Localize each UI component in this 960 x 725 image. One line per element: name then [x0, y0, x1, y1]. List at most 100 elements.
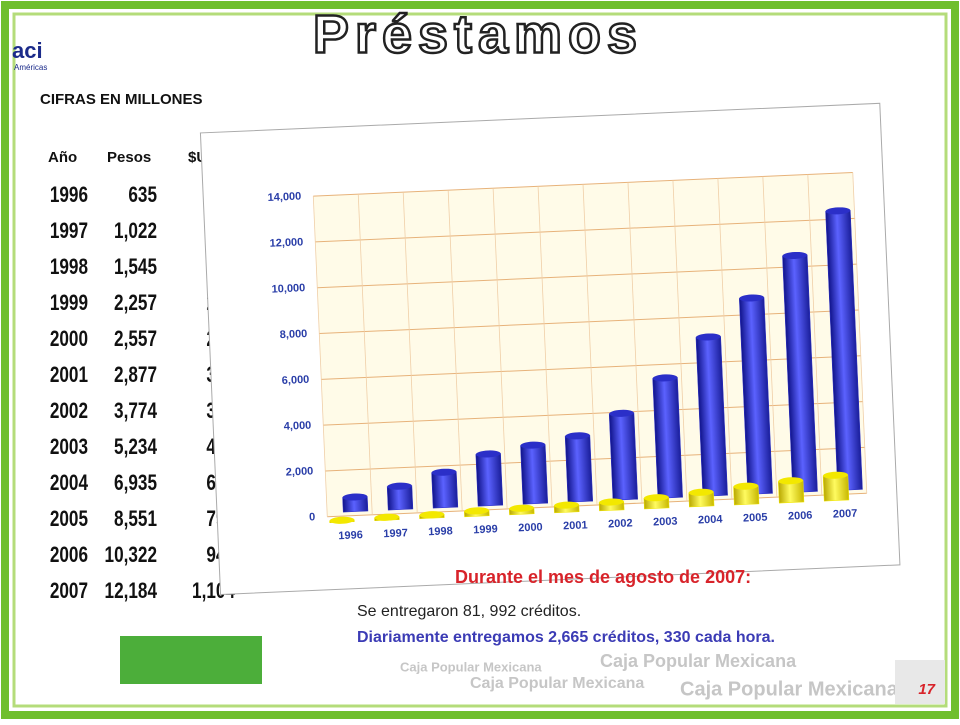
bar-cap [733, 482, 759, 490]
table-caption: CIFRAS EN MILLONES [40, 91, 203, 108]
bar-cap [643, 494, 669, 502]
table-cell: 6,935 [114, 471, 157, 496]
table-cell: 2,557 [114, 327, 157, 352]
chart: 0 2,000 4,000 6,000 8,000 10,000 12,000 14,000 1… [199, 102, 901, 596]
bar-cap [387, 482, 412, 490]
y-tick-label: 12,000 [269, 236, 303, 249]
table-cell: 2004 [50, 471, 88, 496]
notes-line: Diariamente entregamos 2,665 créditos, 3… [357, 629, 775, 646]
logo-sub: Américas [14, 63, 47, 72]
table-cell: 2007 [50, 579, 88, 604]
table-cell: 2000 [50, 327, 88, 352]
bar [520, 444, 549, 505]
bar [608, 412, 638, 501]
bar-cap [739, 294, 765, 302]
table-cell: 8,551 [114, 507, 157, 532]
bar-cap [782, 251, 808, 260]
watermark: Caja Popular Mexicana [400, 659, 542, 674]
grid-line-vertical [537, 186, 553, 507]
grid-line-vertical [447, 190, 463, 511]
bar-cap [688, 488, 714, 496]
x-tick-label: 2005 [743, 512, 768, 525]
bar-cap [599, 498, 624, 506]
bar-cap [419, 511, 445, 519]
grid-line-vertical [627, 182, 643, 504]
bar-cap [554, 501, 579, 509]
table-cell: 1,022 [114, 219, 157, 244]
x-tick-label: 1998 [428, 525, 453, 538]
table-cell: 1,545 [114, 255, 157, 280]
watermark: Caja Popular Mexicana [470, 675, 644, 692]
grid-line-vertical [582, 184, 598, 506]
table-cell: 635 [128, 183, 157, 208]
bar [564, 435, 593, 503]
bar [652, 377, 683, 499]
grid-line-vertical [492, 188, 508, 509]
table-cell: 5,234 [114, 435, 157, 460]
notes-line: Se entregaron 81, 992 créditos. [357, 603, 581, 620]
page-number: 17 [918, 681, 935, 698]
table-cell: 10,322 [105, 543, 157, 568]
x-tick-label: 2003 [653, 515, 678, 528]
y-tick-label: 2,000 [286, 465, 314, 478]
x-tick-label: 2000 [518, 521, 543, 534]
bar [475, 453, 504, 507]
page-badge [895, 660, 945, 704]
bar-cap [609, 409, 634, 417]
y-tick-label: 6,000 [282, 374, 310, 387]
watermark: Caja Popular Mexicana [600, 651, 797, 671]
grid-line-vertical [762, 176, 778, 498]
notes-heading: Durante el mes de agosto de 2007: [455, 567, 751, 587]
grid-line-vertical [357, 194, 373, 515]
bar-cap [565, 432, 590, 440]
bar-cap [431, 468, 457, 476]
x-tick-label: 2004 [698, 513, 724, 526]
grid-line-vertical [672, 180, 688, 502]
slide-title: Préstamos [313, 4, 643, 64]
table-cell: 2005 [50, 507, 88, 532]
bar-cap [652, 374, 678, 382]
grid-line-vertical [402, 192, 418, 513]
bar-cap [509, 504, 534, 512]
grid-line-vertical [312, 196, 328, 517]
x-tick-label: 2002 [608, 517, 633, 530]
x-tick-label: 1996 [338, 529, 363, 542]
x-tick-label: 2006 [788, 510, 813, 523]
x-tick-label: 2001 [563, 519, 588, 532]
table-cell: 1998 [50, 255, 88, 280]
grid-line-vertical [807, 174, 823, 496]
y-tick-label: 8,000 [280, 328, 308, 341]
grid-line-vertical [717, 178, 733, 500]
logo-name: aci [12, 38, 43, 63]
table-cell: 2,257 [114, 291, 157, 316]
y-tick-label: 4,000 [284, 420, 312, 433]
bar-cap [695, 333, 721, 341]
bar-cap [778, 477, 804, 485]
y-tick-label: 10,000 [271, 282, 305, 295]
table-header: Pesos [107, 149, 151, 166]
frame-inner [12, 12, 948, 708]
bar-cap [825, 207, 851, 215]
bar-cap [520, 441, 546, 449]
table-header: Año [48, 149, 77, 166]
bar-cap [329, 516, 355, 524]
watermark: Caja Popular Mexicana [680, 678, 899, 700]
event-banner [120, 636, 262, 684]
bar-cap [464, 507, 490, 515]
table-cell: 2006 [50, 543, 88, 568]
bar-cap [823, 471, 848, 479]
y-tick-label: 0 [309, 511, 316, 523]
bar-cap [475, 450, 501, 458]
bar-cap [374, 513, 400, 521]
table-cell: 2002 [50, 399, 88, 424]
y-tick-label: 14,000 [267, 191, 301, 204]
x-tick-label: 1997 [383, 527, 408, 540]
table-cell: 12,184 [105, 579, 157, 604]
table-cell: 1996 [50, 183, 88, 208]
bar-cap [342, 493, 368, 501]
table-cell: 3,774 [114, 399, 157, 424]
x-tick-label: 2007 [833, 508, 858, 521]
bar [431, 471, 459, 509]
